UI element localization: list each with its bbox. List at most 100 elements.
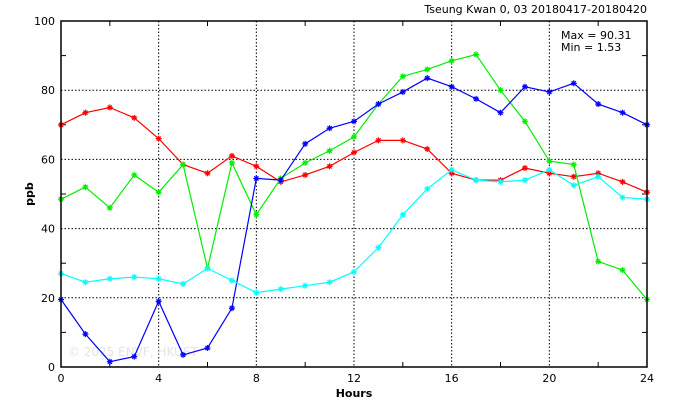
- data-point: [521, 83, 528, 90]
- data-point: [302, 140, 309, 147]
- data-point: [253, 163, 260, 170]
- data-point: [399, 137, 406, 144]
- data-point: [424, 66, 431, 73]
- data-point: [375, 137, 382, 144]
- data-point: [326, 279, 333, 286]
- data-point: [619, 267, 626, 274]
- data-point: [253, 289, 260, 296]
- data-point: [204, 265, 211, 272]
- x-tick-label: 0: [58, 372, 65, 385]
- x-tick-label: 12: [347, 372, 361, 385]
- x-tick-label: 8: [253, 372, 260, 385]
- data-point: [375, 244, 382, 251]
- data-point: [155, 189, 162, 196]
- data-point: [302, 159, 309, 166]
- data-point: [277, 286, 284, 293]
- data-point: [399, 211, 406, 218]
- data-point: [82, 279, 89, 286]
- data-point: [473, 51, 480, 58]
- data-point: [546, 166, 553, 173]
- data-point: [131, 353, 138, 360]
- y-tick-label: 100: [34, 15, 55, 28]
- data-point: [302, 282, 309, 289]
- series-20180417: [58, 104, 650, 196]
- data-point: [448, 83, 455, 90]
- data-point: [326, 125, 333, 132]
- data-point: [521, 177, 528, 184]
- grid-lines: [61, 21, 647, 367]
- data-point: [131, 274, 138, 281]
- data-point: [570, 182, 577, 189]
- data-point: [375, 101, 382, 108]
- data-point: [131, 171, 138, 178]
- data-point: [106, 275, 113, 282]
- series-20180420: [58, 166, 650, 296]
- data-point: [106, 104, 113, 111]
- x-tick-label: 16: [445, 372, 459, 385]
- data-point: [424, 75, 431, 82]
- data-point: [570, 161, 577, 168]
- data-point: [619, 194, 626, 201]
- data-point: [595, 258, 602, 265]
- data-point: [595, 173, 602, 180]
- data-point: [82, 109, 89, 116]
- data-point: [351, 149, 357, 156]
- data-point: [228, 277, 235, 284]
- data-point: [155, 275, 162, 282]
- data-point: [253, 211, 260, 218]
- y-tick-label: 80: [41, 84, 55, 97]
- data-point: [570, 173, 577, 180]
- data-point: [326, 163, 333, 170]
- x-tick-label: 24: [640, 372, 654, 385]
- data-point: [570, 80, 577, 87]
- data-point: [521, 118, 528, 125]
- watermark: © 2025 ENVF, HKUST: [68, 345, 198, 359]
- data-point: [204, 170, 211, 177]
- plot-frame: [60, 20, 648, 368]
- data-point: [106, 358, 113, 365]
- y-tick-label: 20: [41, 292, 55, 305]
- data-point: [180, 351, 187, 358]
- x-axis-label: Hours: [336, 387, 373, 400]
- data-point: [399, 88, 406, 95]
- chart-title: Tseung Kwan 0, 03 20180417-20180420: [423, 3, 647, 16]
- data-point: [326, 147, 333, 154]
- data-point: [399, 73, 406, 80]
- x-tick-label: 20: [542, 372, 556, 385]
- y-tick-label: 0: [48, 361, 55, 374]
- data-point: [351, 268, 357, 275]
- data-point: [155, 298, 162, 305]
- data-point: [228, 305, 235, 312]
- data-point: [228, 159, 235, 166]
- data-point: [473, 95, 480, 102]
- data-point: [277, 177, 284, 184]
- max-annotation: Max = 90.31: [561, 29, 631, 42]
- data-point: [497, 87, 504, 94]
- data-point: [595, 101, 602, 108]
- data-point: [106, 204, 113, 211]
- data-point: [497, 109, 504, 116]
- y-tick-label: 40: [41, 223, 55, 236]
- y-tick-label: 60: [41, 153, 55, 166]
- data-point: [448, 166, 455, 173]
- data-point: [351, 118, 357, 125]
- data-point: [619, 109, 626, 116]
- series-20180419: [58, 75, 650, 365]
- data-point: [619, 178, 626, 185]
- data-point: [82, 184, 89, 191]
- data-point: [155, 135, 162, 142]
- data-point: [351, 133, 357, 140]
- data-point: [180, 280, 187, 287]
- y-axis-label: ppb: [23, 182, 36, 206]
- data-point: [302, 171, 309, 178]
- series-20180418: [58, 51, 650, 303]
- data-point: [497, 178, 504, 185]
- data-point: [180, 161, 187, 168]
- data-point: [253, 175, 260, 182]
- series-lines: [58, 51, 650, 365]
- data-point: [546, 88, 553, 95]
- min-annotation: Min = 1.53: [561, 41, 621, 54]
- x-tick-label: 4: [155, 372, 162, 385]
- data-point: [546, 158, 553, 165]
